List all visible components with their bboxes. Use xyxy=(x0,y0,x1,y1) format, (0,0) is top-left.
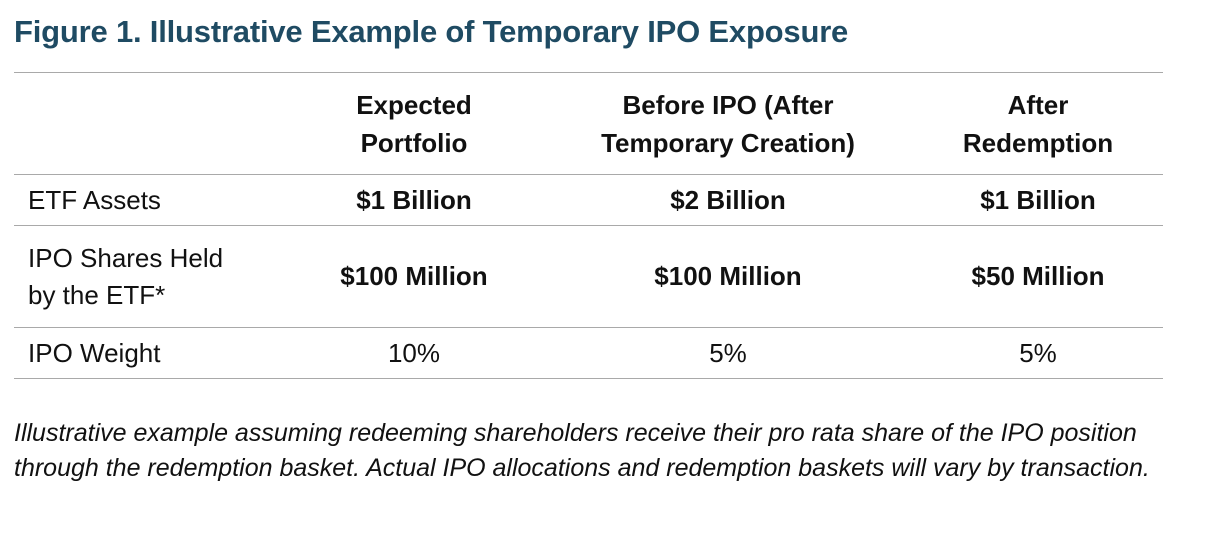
header-line: Before IPO (After xyxy=(622,89,834,120)
header-after-redemption: After Redemption xyxy=(913,73,1163,175)
footnote: Illustrative example assuming redeeming … xyxy=(14,419,1150,482)
row-label-line: IPO Shares Held xyxy=(28,242,224,273)
cell-before-ipo: 5% xyxy=(709,337,747,368)
row-label-line: ETF Assets xyxy=(28,184,161,215)
cell-expected-portfolio: $100 Million xyxy=(340,261,488,291)
cell-after-redemption: $50 Million xyxy=(971,261,1105,291)
ipo-exposure-table: Expected Portfolio Before IPO (After Tem… xyxy=(14,72,1163,379)
cell-expected-portfolio: 10% xyxy=(387,337,441,368)
header-before-ipo: Before IPO (After Temporary Creation) xyxy=(543,73,913,175)
cell-before-ipo: $2 Billion xyxy=(670,184,786,215)
cell-after-redemption: $1 Billion xyxy=(980,184,1096,215)
row-label: IPO Shares Held by the ETF* xyxy=(14,226,285,328)
cell-expected-portfolio: $1 Billion xyxy=(356,184,472,215)
table-row-ipo-shares-held: IPO Shares Held by the ETF* $100 Million… xyxy=(14,225,1163,328)
figure-title: Figure 1. Illustrative Example of Tempor… xyxy=(14,14,849,49)
header-line: Portfolio xyxy=(360,127,468,158)
header-line: Redemption xyxy=(962,127,1114,158)
table-row-ipo-weight: IPO Weight 10% 5% 5% xyxy=(14,327,1163,379)
header-cell-empty xyxy=(14,73,285,175)
header-line: Temporary Creation) xyxy=(601,127,855,158)
table-header-row: Expected Portfolio Before IPO (After Tem… xyxy=(14,72,1163,175)
table-row-etf-assets: ETF Assets $1 Billion $2 Billion $1 Bill… xyxy=(14,174,1163,226)
cell-after-redemption: 5% xyxy=(1019,337,1057,368)
header-line: After xyxy=(1007,89,1069,120)
header-expected-portfolio: Expected Portfolio xyxy=(285,73,543,175)
row-label-line: IPO Weight xyxy=(28,337,161,368)
row-label: ETF Assets xyxy=(14,175,285,226)
header-line: Expected xyxy=(356,89,472,120)
cell-before-ipo: $100 Million xyxy=(654,261,802,291)
row-label: IPO Weight xyxy=(14,328,285,379)
row-label-line: by the ETF* xyxy=(28,279,166,310)
